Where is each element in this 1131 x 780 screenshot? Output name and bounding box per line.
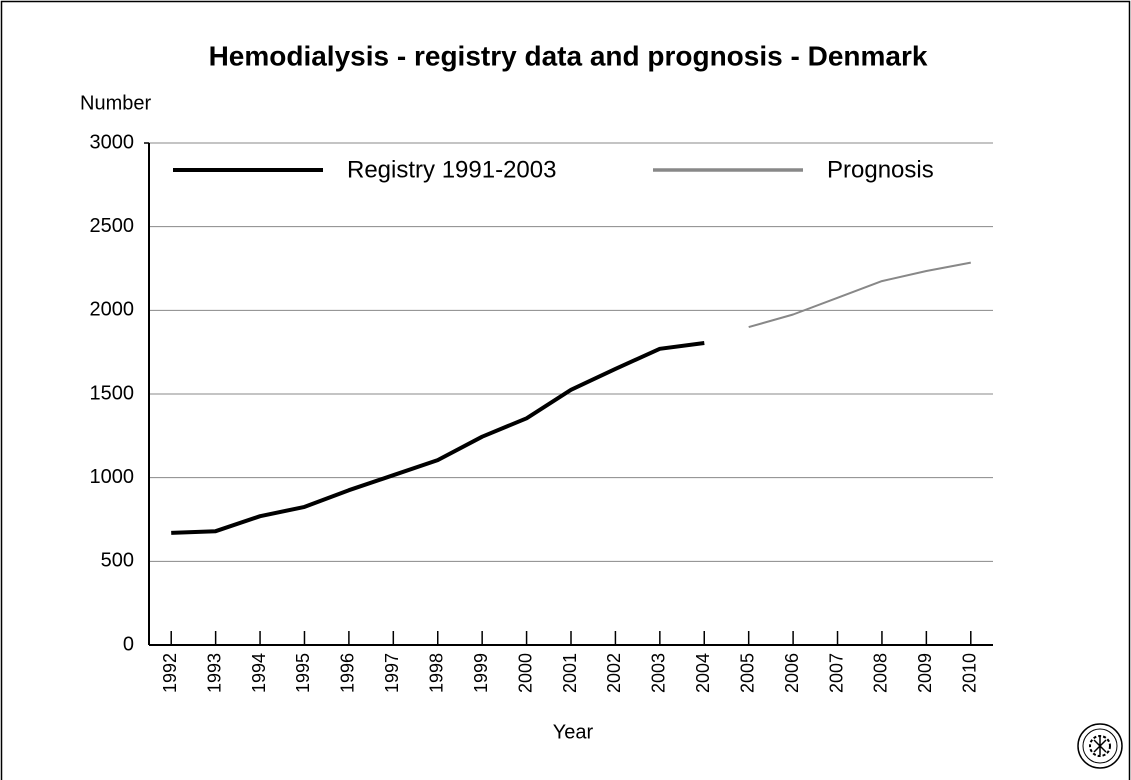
y-tick-label: 3000 [90, 131, 135, 153]
x-tick-label: 1992 [160, 653, 180, 693]
x-tick-label: 2002 [604, 653, 624, 693]
x-tick-label: 2000 [515, 653, 535, 693]
y-axis-label: Number [80, 92, 151, 114]
x-tick-label: 2009 [915, 653, 935, 693]
x-tick-label: 2001 [560, 653, 580, 693]
x-tick-label: 2003 [649, 653, 669, 693]
x-tick-label: 2006 [782, 653, 802, 693]
legend-label: Registry 1991-2003 [347, 156, 556, 183]
logo [1077, 723, 1123, 769]
x-tick-label: 1998 [426, 653, 446, 693]
chart-title: Hemodialysis - registry data and prognos… [209, 40, 928, 71]
series-line [171, 341, 705, 535]
y-tick-label: 2000 [90, 299, 135, 321]
x-tick-label: 1996 [338, 653, 358, 693]
x-tick-label: 2007 [826, 653, 846, 693]
x-tick-label: 2008 [871, 653, 891, 693]
x-tick-label: 1994 [249, 653, 269, 693]
x-tick-label: 1999 [471, 653, 491, 693]
legend-label: Prognosis [827, 156, 934, 183]
x-tick-label: 2010 [960, 653, 980, 693]
x-tick-label: 2005 [737, 653, 757, 693]
y-tick-label: 500 [101, 550, 134, 572]
y-tick-label: 1000 [90, 466, 135, 488]
series-line [748, 261, 971, 329]
x-tick-label: 1993 [204, 653, 224, 693]
y-tick-label: 1500 [90, 382, 135, 404]
x-tick-label: 2004 [693, 653, 713, 693]
x-tick-label: 1997 [382, 653, 402, 693]
x-axis-label: Year [553, 721, 594, 743]
x-tick-label: 1995 [293, 653, 313, 693]
y-tick-label: 0 [123, 633, 134, 655]
y-tick-label: 2500 [90, 215, 135, 237]
